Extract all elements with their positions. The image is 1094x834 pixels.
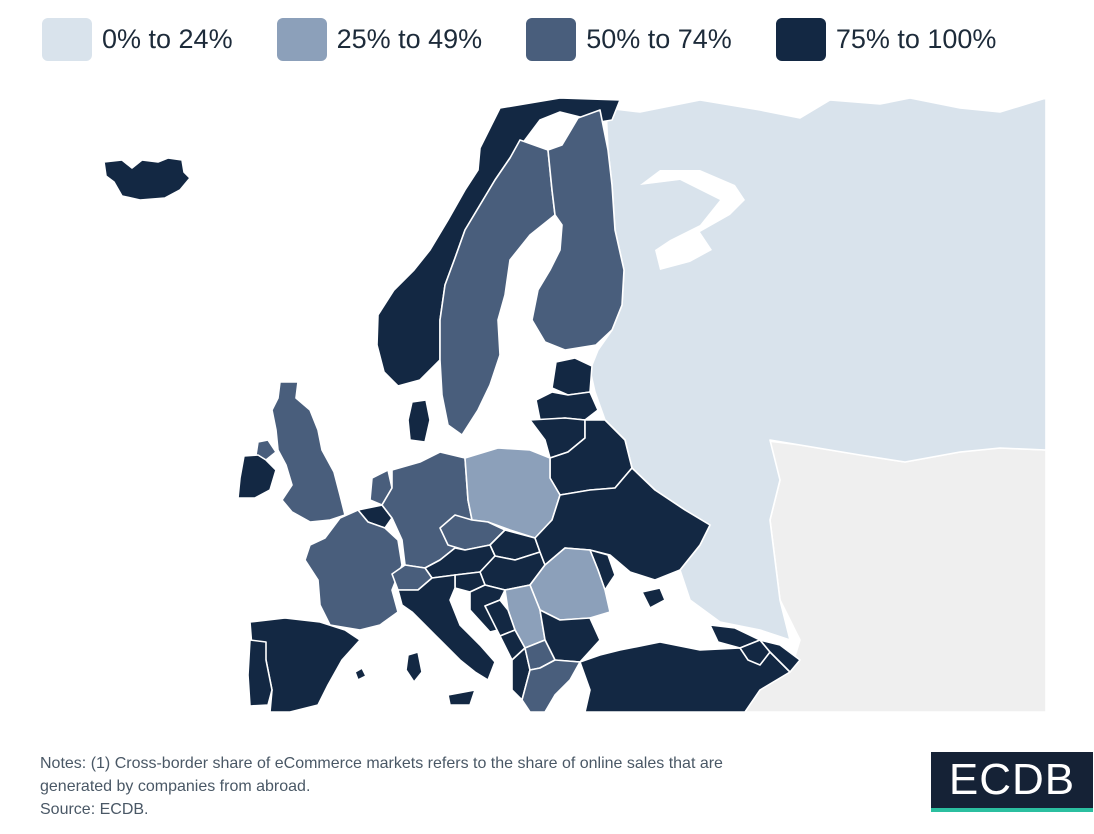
country-iceland bbox=[103, 157, 191, 201]
region-crimea bbox=[641, 587, 666, 609]
country-estonia bbox=[551, 357, 593, 396]
country-france bbox=[304, 509, 403, 631]
legend-item-75-100: 75% to 100% bbox=[775, 18, 997, 61]
notes-source: Source: ECDB. bbox=[40, 801, 149, 818]
legend-swatch-25-49 bbox=[276, 18, 327, 61]
country-finland bbox=[531, 109, 625, 351]
country-portugal bbox=[247, 639, 273, 707]
europe-map bbox=[40, 96, 1048, 714]
notes-line-1: Notes: (1) Cross-border share of eCommer… bbox=[40, 755, 723, 772]
country-northern-ireland bbox=[255, 439, 277, 461]
legend-swatch-0-24 bbox=[42, 18, 92, 61]
country-armenia bbox=[739, 639, 771, 666]
country-ireland bbox=[237, 454, 277, 499]
baltic-sea bbox=[505, 360, 540, 400]
country-italy bbox=[397, 574, 496, 681]
notes-line-2: generated by companies from abroad. bbox=[40, 778, 311, 795]
legend-item-25-49: 25% to 49% bbox=[276, 18, 483, 61]
island-baleares bbox=[354, 667, 367, 681]
country-sweden bbox=[439, 139, 556, 436]
legend-swatch-50-74 bbox=[526, 18, 577, 61]
legend-item-0-24: 0% to 24% bbox=[42, 18, 233, 61]
notes: Notes: (1) Cross-border share of eCommer… bbox=[40, 752, 840, 821]
legend-label-50-74: 50% to 74% bbox=[586, 24, 732, 54]
ecdb-logo: ECDB bbox=[931, 752, 1093, 812]
island-sicily bbox=[447, 689, 476, 706]
country-greece bbox=[521, 659, 581, 713]
country-azerbaijan bbox=[759, 639, 801, 673]
legend-item-50-74: 50% to 74% bbox=[526, 18, 732, 61]
legend-swatch-75-100 bbox=[775, 18, 826, 61]
island-sardinia bbox=[405, 651, 423, 683]
country-denmark bbox=[407, 399, 431, 443]
country-bosnia bbox=[484, 599, 516, 637]
legend-label-0-24: 0% to 24% bbox=[102, 24, 233, 54]
country-russia bbox=[589, 97, 1047, 641]
white-sea bbox=[640, 170, 745, 270]
legend-label-25-49: 25% to 49% bbox=[336, 24, 483, 54]
legend: 0% to 24% 25% to 49% 50% to 74% 75% to 1… bbox=[42, 18, 996, 61]
country-uk bbox=[271, 381, 346, 523]
country-latvia bbox=[535, 391, 599, 421]
europe-map-svg bbox=[103, 97, 1047, 713]
ecdb-logo-text: ECDB bbox=[948, 755, 1076, 804]
legend-label-75-100: 75% to 100% bbox=[835, 24, 997, 54]
